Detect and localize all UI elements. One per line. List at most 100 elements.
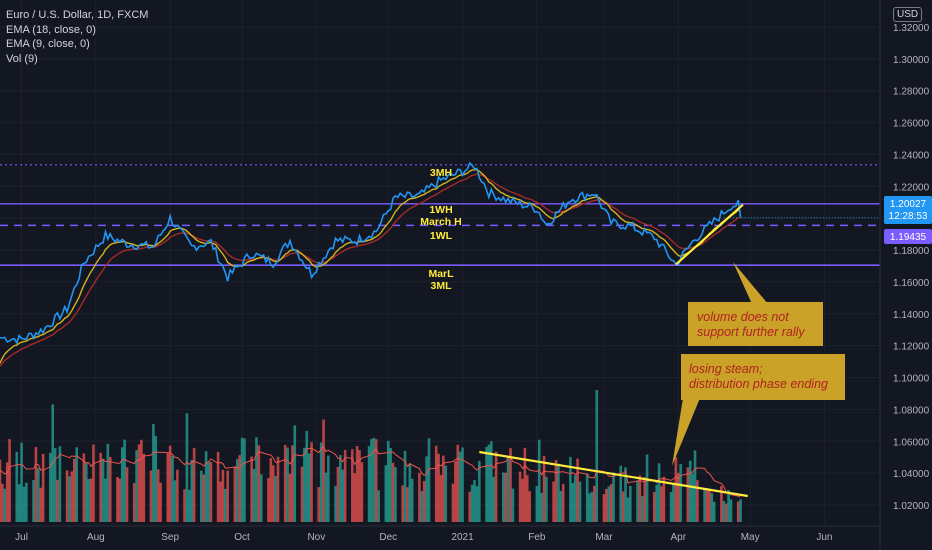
- volume-bar: [301, 467, 304, 522]
- volume-bar: [75, 447, 78, 522]
- annotation-3ml: 3ML: [431, 280, 453, 292]
- volume-bar: [8, 439, 11, 522]
- volume-bar: [643, 477, 646, 522]
- annotation-1wh: 1WH: [429, 204, 452, 216]
- x-tick-label: Oct: [234, 532, 250, 543]
- volume-bar: [150, 470, 153, 522]
- volume-bar: [68, 476, 71, 522]
- legend-symbol[interactable]: Euro / U.S. Dollar, 1D, FXCM: [6, 8, 148, 23]
- y-tick-label: 1.02000: [893, 501, 930, 512]
- volume-bar: [629, 486, 632, 522]
- volume-bar: [49, 453, 52, 522]
- volume-bar: [255, 437, 258, 522]
- volume-bar: [603, 494, 606, 522]
- legend-vol[interactable]: Vol (9): [6, 52, 148, 67]
- volume-bar: [327, 456, 330, 522]
- volume-bar: [459, 452, 462, 522]
- volume-bar: [641, 496, 644, 522]
- volume-bar: [193, 448, 196, 522]
- volume-bar: [468, 492, 471, 522]
- volume-bar: [116, 477, 119, 522]
- volume-bar: [293, 425, 296, 522]
- volume-bar: [418, 473, 421, 522]
- volume-bar: [320, 442, 323, 522]
- volume-bar: [442, 456, 445, 522]
- x-tick-label: May: [741, 532, 760, 543]
- last-price-label: 1.20027: [890, 199, 927, 210]
- volume-bar: [389, 448, 392, 522]
- volume-bar: [428, 438, 431, 522]
- volume-bar: [545, 477, 548, 522]
- x-tick-label: Dec: [379, 532, 397, 543]
- currency-button[interactable]: USD: [893, 7, 922, 22]
- volume-bar: [461, 448, 464, 522]
- volume-bar: [591, 492, 594, 522]
- volume-bar: [104, 479, 107, 522]
- volume-bar: [258, 445, 261, 522]
- volume-bar: [711, 493, 714, 522]
- volume-bar: [190, 460, 193, 522]
- volume-bar: [341, 470, 344, 522]
- volume-bar: [224, 489, 227, 522]
- volume-bar: [540, 493, 543, 522]
- volume-bar: [425, 456, 428, 522]
- volume-bar: [310, 442, 313, 522]
- legend-ema9[interactable]: EMA (9, close, 0): [6, 37, 148, 52]
- x-tick-label: Feb: [528, 532, 546, 543]
- volume-bar: [126, 467, 129, 522]
- volume-bar: [435, 446, 438, 522]
- volume-bar: [377, 490, 380, 522]
- volume-bar: [452, 484, 455, 522]
- time-axis[interactable]: Jul Aug Sep Oct Nov Dec 2021 Feb Mar Apr May Jun: [0, 526, 880, 543]
- volume-bar: [73, 459, 76, 522]
- y-tick-label: 1.30000: [893, 55, 930, 66]
- volume-bar: [59, 446, 62, 522]
- volume-bar: [207, 462, 210, 522]
- volume-bar: [39, 488, 42, 522]
- volume-bar: [250, 457, 253, 522]
- callout-steam-text: losing steam; distribution phase ending: [689, 362, 828, 392]
- legend-ema18[interactable]: EMA (18, close, 0): [6, 23, 148, 38]
- annotation-3mh: 3MH: [430, 167, 452, 179]
- x-tick-label: Nov: [307, 532, 325, 543]
- volume-bar: [138, 444, 141, 522]
- volume-bar: [1, 484, 4, 522]
- volume-bar: [528, 491, 531, 522]
- volume-bar: [502, 472, 505, 522]
- volume-bar: [639, 475, 642, 522]
- x-tick-label: Aug: [87, 532, 105, 543]
- volume-bar: [169, 446, 172, 522]
- volume-bar: [56, 480, 59, 522]
- volume-bar: [317, 487, 320, 522]
- volume-bar: [689, 461, 692, 522]
- volume-bar: [303, 448, 306, 522]
- ema9-path: [0, 170, 741, 364]
- volume-bar: [42, 454, 45, 522]
- volume-bar: [140, 440, 143, 522]
- volume-bar: [526, 475, 529, 522]
- volume-bar: [703, 489, 706, 522]
- chart-grid: [0, 0, 880, 525]
- y-tick-label: 1.12000: [893, 342, 930, 353]
- volume-bar: [37, 468, 40, 522]
- level-label: 1.19435: [890, 232, 927, 243]
- callout-volume-line1: volume does not: [697, 310, 805, 325]
- volume-bar: [675, 457, 678, 522]
- price-axis[interactable]: 1.32000 1.30000 1.28000 1.26000 1.24000 1.220…: [880, 0, 930, 550]
- ema18-path: [0, 174, 741, 366]
- y-tick-label: 1.22000: [893, 182, 930, 193]
- volume-bar: [99, 453, 102, 522]
- volume-bar: [325, 473, 328, 522]
- volume-bar: [571, 483, 574, 522]
- volume-bar: [20, 443, 23, 522]
- volume-bar: [205, 451, 208, 522]
- price-line: [0, 163, 741, 343]
- volume-bar: [337, 467, 340, 522]
- volume-bar: [241, 438, 244, 522]
- volume-bar: [521, 479, 524, 522]
- volume-bar: [15, 452, 18, 522]
- volume-bar: [166, 453, 169, 522]
- volume-bar: [411, 479, 414, 522]
- volume-bar: [421, 491, 424, 522]
